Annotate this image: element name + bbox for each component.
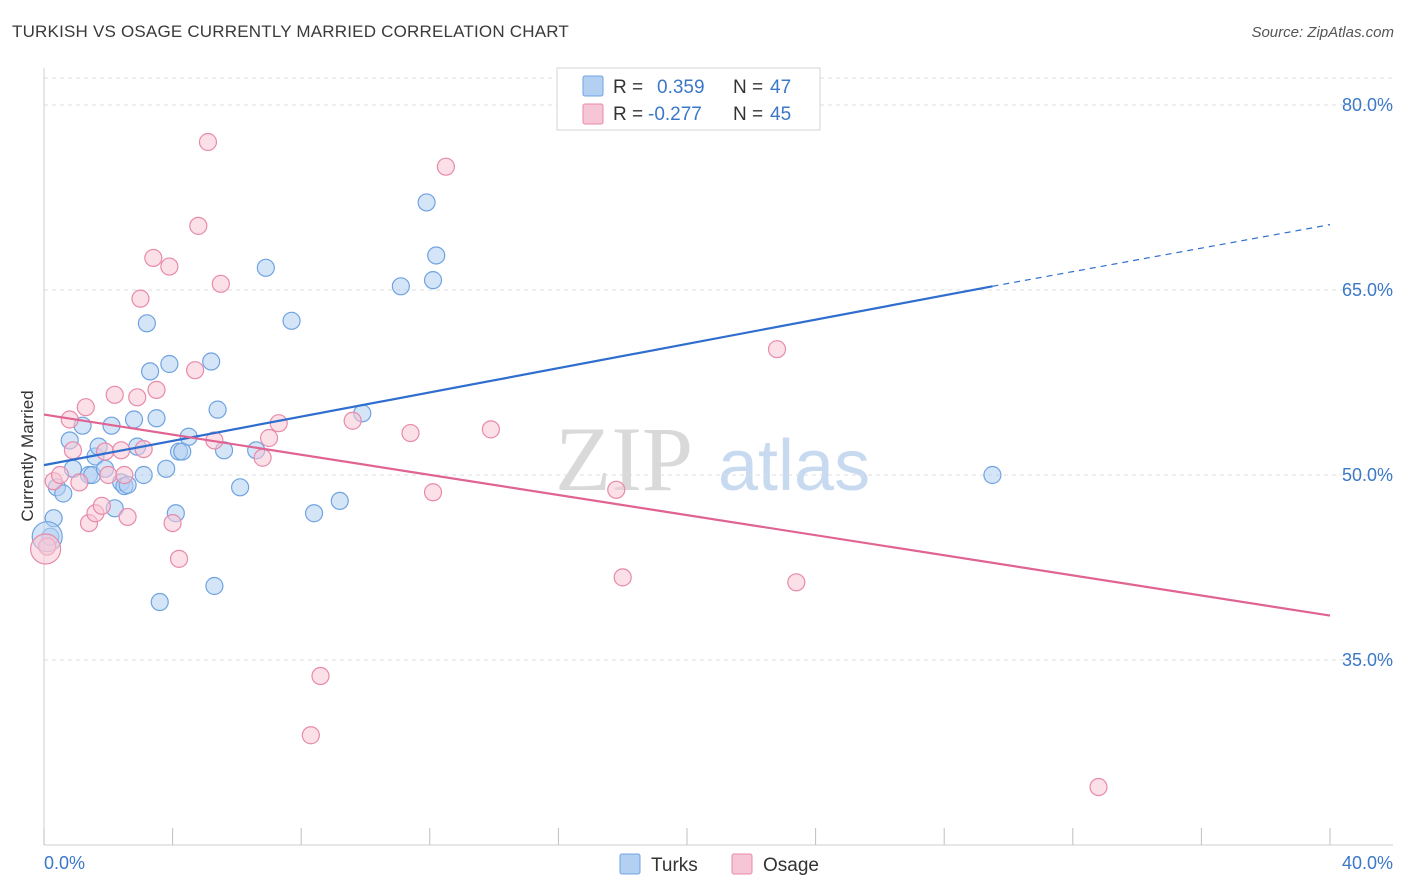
y-tick-label: 80.0% bbox=[1342, 95, 1393, 115]
osage-point bbox=[423, 483, 443, 502]
turks-point bbox=[256, 258, 275, 277]
osage-point bbox=[607, 480, 626, 499]
x-tick-label-min: 0.0% bbox=[44, 853, 85, 873]
axes bbox=[43, 68, 1393, 846]
osage-point bbox=[311, 666, 330, 686]
turks-legend-swatch bbox=[619, 853, 641, 875]
osage-point bbox=[189, 216, 208, 235]
turks-point bbox=[231, 478, 250, 497]
turks-point bbox=[282, 311, 301, 330]
x-tick-label-max: 40.0% bbox=[1342, 853, 1393, 873]
turks-point bbox=[304, 504, 324, 523]
osage-point bbox=[787, 573, 806, 592]
turks-point bbox=[417, 193, 436, 212]
osage-point bbox=[118, 507, 137, 527]
chart-title: TURKISH VS OSAGE CURRENTLY MARRIED CORRE… bbox=[12, 22, 569, 41]
osage-point bbox=[63, 441, 83, 460]
osage-point bbox=[115, 465, 134, 485]
turks-point bbox=[202, 352, 221, 371]
osage-point bbox=[186, 361, 205, 380]
turks-point bbox=[140, 362, 160, 381]
turks-r-label: R = bbox=[613, 77, 643, 98]
turks-swatch bbox=[582, 75, 604, 97]
osage-point bbox=[253, 448, 272, 467]
turks-points bbox=[31, 193, 1002, 612]
osage-point bbox=[128, 388, 147, 407]
osage-points bbox=[30, 132, 1108, 797]
turks-trend-line bbox=[43, 285, 993, 467]
turks-point bbox=[391, 277, 410, 296]
osage-point bbox=[92, 496, 111, 515]
stats-legend: R = 0.359 N = 47 R = -0.277 N = 45 bbox=[556, 67, 821, 131]
osage-point bbox=[134, 440, 153, 459]
osage-point bbox=[131, 289, 150, 308]
y-tick-labels: 35.0% 50.0% 65.0% 80.0% bbox=[1342, 95, 1393, 670]
osage-point bbox=[160, 257, 179, 276]
osage-r-value: -0.277 bbox=[648, 104, 702, 125]
osage-point bbox=[99, 465, 118, 485]
turks-point bbox=[137, 314, 156, 333]
turks-point bbox=[330, 491, 349, 510]
osage-point bbox=[343, 411, 362, 430]
osage-trend-line bbox=[43, 413, 1331, 617]
turks-n-value: 47 bbox=[770, 77, 791, 98]
osage-swatch bbox=[582, 103, 604, 125]
osage-point bbox=[147, 380, 166, 399]
y-tick-label: 65.0% bbox=[1342, 280, 1393, 300]
osage-point bbox=[613, 568, 632, 587]
source-label: Source: ZipAtlas.com bbox=[1251, 24, 1394, 41]
turks-n-label: N = bbox=[733, 77, 763, 98]
osage-n-value: 45 bbox=[770, 104, 791, 125]
turks-trend-extension bbox=[992, 224, 1331, 287]
osage-legend-swatch bbox=[731, 853, 753, 875]
osage-point bbox=[436, 157, 455, 176]
turks-point bbox=[983, 465, 1002, 485]
osage-point bbox=[269, 414, 288, 433]
turks-point bbox=[205, 576, 224, 596]
turks-point bbox=[124, 410, 144, 429]
osage-point bbox=[259, 428, 279, 448]
osage-point bbox=[481, 420, 500, 439]
osage-n-label: N = bbox=[733, 104, 763, 125]
turks-r-value: 0.359 bbox=[657, 77, 705, 98]
watermark-atlas: atlas bbox=[718, 426, 870, 506]
osage-point bbox=[50, 465, 70, 485]
osage-point bbox=[70, 473, 89, 492]
osage-point bbox=[198, 132, 218, 152]
turks-legend-label: Turks bbox=[651, 855, 698, 876]
osage-point bbox=[301, 726, 320, 745]
turks-point bbox=[157, 459, 176, 478]
osage-point bbox=[169, 549, 189, 568]
osage-r-label: R = bbox=[613, 104, 643, 125]
turks-point bbox=[54, 484, 73, 503]
y-tick-label: 50.0% bbox=[1342, 465, 1393, 485]
y-axis-label: Currently Married bbox=[18, 390, 37, 521]
turks-point bbox=[423, 271, 443, 290]
osage-point bbox=[76, 398, 95, 417]
osage-point bbox=[163, 513, 182, 533]
osage-point bbox=[1089, 777, 1108, 797]
osage-point bbox=[401, 423, 420, 443]
turks-point bbox=[208, 400, 227, 419]
x-ticks bbox=[43, 828, 1331, 845]
turks-point bbox=[134, 465, 153, 485]
turks-point bbox=[147, 409, 166, 428]
trend-lines bbox=[43, 224, 1331, 617]
turks-point bbox=[427, 246, 446, 265]
osage-point bbox=[767, 340, 787, 359]
gridlines bbox=[44, 77, 1393, 661]
watermark-zip: ZIP bbox=[555, 408, 693, 510]
series-legend: Turks Osage bbox=[619, 853, 819, 876]
turks-point bbox=[150, 592, 169, 612]
osage-point bbox=[144, 248, 163, 268]
osage-legend-label: Osage bbox=[763, 855, 819, 876]
y-tick-label: 35.0% bbox=[1342, 650, 1393, 670]
osage-point bbox=[211, 274, 230, 293]
turks-point bbox=[160, 354, 179, 374]
osage-point bbox=[105, 385, 124, 404]
osage-point bbox=[30, 533, 62, 565]
